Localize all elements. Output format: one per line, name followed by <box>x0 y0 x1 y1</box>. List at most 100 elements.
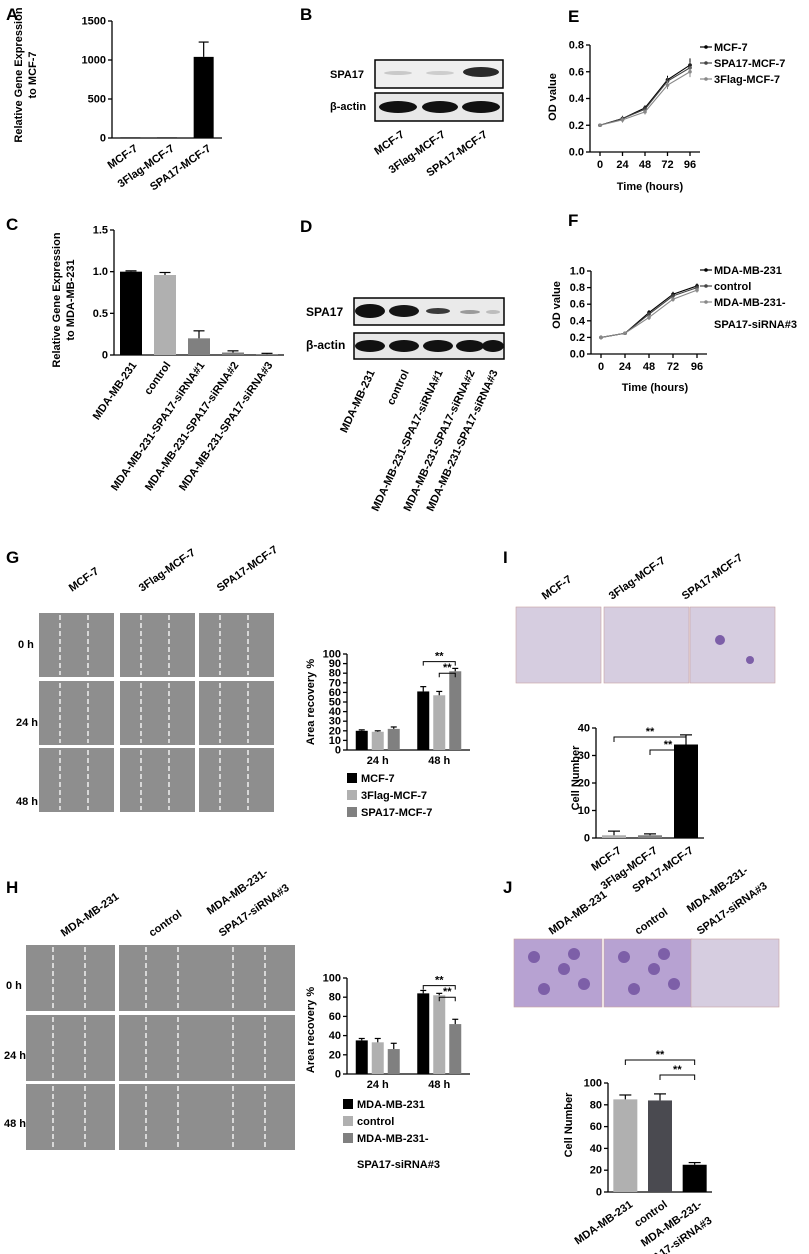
images-i-col: 3Flag-MCF-7 <box>607 555 668 603</box>
chart-c-bar <box>120 271 142 355</box>
chart-f-y-tick-label: 0.6 <box>570 299 585 311</box>
chart-g-category-label: 24 h <box>367 755 389 767</box>
chart-h-y-tick-label: 0 <box>335 1069 341 1081</box>
transwell-image-j <box>690 938 780 1008</box>
chart-f-data-point <box>671 294 675 298</box>
chart-g-legend-label: MCF-7 <box>361 773 395 785</box>
chart-f-data-point <box>647 312 651 316</box>
scratch-image-h <box>26 1015 115 1081</box>
chart-i-significance-label: ** <box>664 739 673 751</box>
chart-e-data-point <box>643 110 647 114</box>
chart-f-legend-marker <box>704 268 708 272</box>
images-h-row: 0 h <box>6 980 22 992</box>
chart-g-legend-label: SPA17-MCF-7 <box>361 807 432 819</box>
scratch-image-g <box>120 681 195 745</box>
chart-j-bar <box>682 1164 707 1192</box>
chart-j-significance-bracket <box>624 1059 696 1065</box>
chart-a-y-tick-label: 1500 <box>82 16 106 28</box>
chart-j-bar <box>648 1100 672 1192</box>
panel-label-i: I <box>503 548 508 567</box>
blot-d-band <box>426 308 450 314</box>
chart-g-y-tick-label: 30 <box>329 716 341 728</box>
chart-g-bar <box>449 671 462 750</box>
chart-j-bar <box>613 1099 638 1192</box>
chart-f-y-tick-label: 0.4 <box>570 315 586 327</box>
panel-label-a: A <box>6 5 18 24</box>
chart-h-legend-label: MDA-MB-231- <box>357 1133 429 1145</box>
chart-e-x-tick-label: 24 <box>616 159 629 171</box>
chart-a-y-tick-label: 1000 <box>82 55 106 67</box>
blot-d-band <box>486 310 500 314</box>
chart-h-ylabel: Area recovery % <box>305 987 317 1073</box>
chart-c-y-tick-label: 0 <box>102 350 108 362</box>
chart-f-legend-label-line2: SPA17-siRNA#3 <box>714 319 797 331</box>
transwell-image-j-cell-cluster <box>648 963 660 975</box>
transwell-image-j <box>603 938 693 1008</box>
images-i-col: SPA17-MCF-7 <box>680 552 745 603</box>
chart-j-y-tick-label: 40 <box>590 1143 602 1155</box>
blot-b-band <box>422 101 458 113</box>
transwell-image-j-cell-cluster <box>668 978 680 990</box>
chart-f: OD value Time (hours) 0.0 0.2 0.4 0.6 0.8 1.0… <box>551 265 797 394</box>
chart-g-legend-label: 3Flag-MCF-7 <box>361 790 427 802</box>
panel-label-g: G <box>6 548 19 567</box>
transwell-image-i <box>689 606 776 684</box>
scratch-image-g <box>199 613 274 677</box>
chart-g-significance-label: ** <box>443 662 452 674</box>
scratch-image-g <box>39 613 114 677</box>
images-g-row: 0 h <box>18 639 34 651</box>
chart-f-legend-marker <box>704 284 708 288</box>
blot-d-band <box>456 340 484 352</box>
blot-b-lane: MCF-7 <box>372 129 406 158</box>
chart-f-x-tick-label: 24 <box>619 361 632 373</box>
chart-c-ylabel: Relative Gene Expression <box>51 232 63 367</box>
chart-f-x-tick-label: 72 <box>667 361 679 373</box>
chart-e-x-tick-label: 48 <box>639 159 651 171</box>
images-g-col: 3Flag-MCF-7 <box>137 547 198 595</box>
chart-i-category-label: SPA17-MCF-7 <box>630 845 695 896</box>
transwell-image-j-cell-cluster <box>538 983 550 995</box>
chart-g-legend-swatch <box>347 773 357 783</box>
chart-g-bar <box>433 695 446 750</box>
chart-e-legend-label: 3Flag-MCF-7 <box>714 74 780 86</box>
blot-d-band <box>389 340 419 352</box>
blot-d-band <box>389 305 419 317</box>
chart-i-y-tick-label: 10 <box>578 805 590 817</box>
scratch-image-h <box>119 1015 208 1081</box>
images-h: MDA-MB-231 control MDA-MB-231- SPA17-siR… <box>4 866 295 1150</box>
chart-f-y-tick-label: 0.2 <box>570 332 585 344</box>
chart-g-y-tick-label: 100 <box>323 649 341 661</box>
chart-g-y-tick-label: 20 <box>329 725 341 737</box>
chart-h-bar <box>417 993 430 1074</box>
transwell-image-i-cell-cluster <box>746 656 754 664</box>
chart-f-y-tick-label: 0.0 <box>570 349 585 361</box>
images-h-col: MDA-MB-231 <box>59 891 121 940</box>
chart-i-y-tick-label: 20 <box>578 778 590 790</box>
chart-c-category-label: MDA-MB-231 <box>91 360 140 422</box>
chart-e-legend-marker <box>704 61 708 65</box>
chart-f-data-point <box>623 331 627 336</box>
chart-e-data-point <box>598 123 602 128</box>
chart-f-y-tick-label: 0.8 <box>570 282 585 294</box>
chart-h-category-label: 24 h <box>367 1079 389 1091</box>
chart-e-legend-marker <box>704 77 708 81</box>
chart-g-y-tick-label: 0 <box>335 745 341 757</box>
blot-d-row-spa17: SPA17 <box>306 305 343 319</box>
scratch-image-h <box>26 1084 115 1150</box>
chart-i-significance-bracket <box>649 749 687 755</box>
images-i: MCF-7 3Flag-MCF-7 SPA17-MCF-7 <box>515 552 776 684</box>
chart-h-legend-label: MDA-MB-231 <box>357 1099 425 1111</box>
chart-f-legend-marker <box>704 300 708 304</box>
chart-g-legend-swatch <box>347 790 357 800</box>
transwell-image-j-cell-cluster <box>558 963 570 975</box>
images-j-col: MDA-MB-231 <box>547 889 609 938</box>
blot-d-band <box>482 340 504 352</box>
transwell-image-j-cell-cluster <box>528 951 540 963</box>
chart-e-legend-label: MCF-7 <box>714 42 748 54</box>
scratch-image-h <box>26 945 115 1011</box>
chart-e-legend-marker <box>704 45 708 49</box>
blot-d-lane: control <box>385 368 412 407</box>
chart-e-y-tick-label: 0.8 <box>569 40 584 52</box>
chart-g-significance-bracket <box>438 672 456 678</box>
chart-c: Relative Gene Expression to MDA-MB-231 0… <box>51 225 284 493</box>
